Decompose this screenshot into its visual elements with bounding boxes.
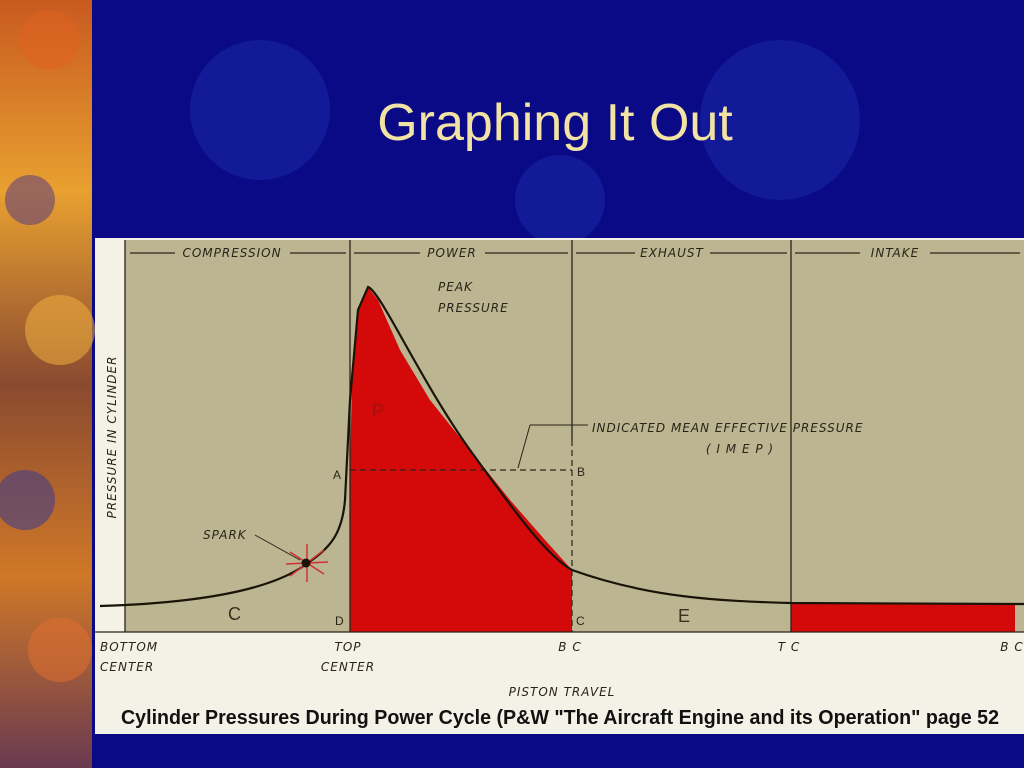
- point-label: C: [228, 604, 241, 624]
- spark-leader: [254, 534, 301, 561]
- point-label: C: [576, 614, 585, 628]
- point-label: D: [335, 614, 344, 628]
- spark-point: [301, 558, 311, 568]
- x-label: B C: [558, 640, 581, 654]
- y-axis-label: PRESSURE IN CYLINDER: [105, 356, 119, 519]
- x-label: B C: [1000, 640, 1023, 654]
- point-label: B: [577, 465, 585, 479]
- caption: Cylinder Pressures During Power Cycle (P…: [121, 707, 999, 729]
- x-label: BOTTOM: [100, 640, 158, 654]
- slide-title: Graphing It Out: [377, 94, 733, 152]
- intake-area: [791, 603, 1015, 632]
- peak-label: PEAK: [438, 280, 473, 294]
- phase-label: INTAKE: [871, 246, 919, 260]
- phase-lines: [95, 240, 1024, 633]
- strip-gears: [0, 10, 95, 682]
- phase-label: POWER: [427, 246, 476, 260]
- x-label: CENTER: [321, 660, 375, 674]
- imep-pointer: [517, 424, 531, 469]
- x-label: T C: [778, 640, 801, 654]
- x-label: CENTER: [100, 660, 154, 674]
- x-axis-label: PISTON TRAVEL: [509, 685, 616, 699]
- imep-label: ( I M E P ): [706, 442, 774, 456]
- point-label: A: [333, 468, 341, 482]
- power-area: [350, 287, 572, 632]
- x-label: TOP: [334, 640, 361, 654]
- point-label: P: [372, 401, 384, 421]
- spark-label: SPARK: [203, 528, 247, 542]
- plot-area: [125, 240, 1024, 632]
- peak-label: PRESSURE: [438, 301, 509, 315]
- phase-label: EXHAUST: [640, 246, 704, 260]
- pressure-curve: [99, 285, 1024, 608]
- point-label: E: [678, 606, 690, 626]
- imep-label: INDICATED MEAN EFFECTIVE PRESSURE: [592, 421, 863, 435]
- phase-label: COMPRESSION: [182, 246, 281, 260]
- imep-lines: [350, 440, 573, 632]
- background-gears: [190, 40, 860, 245]
